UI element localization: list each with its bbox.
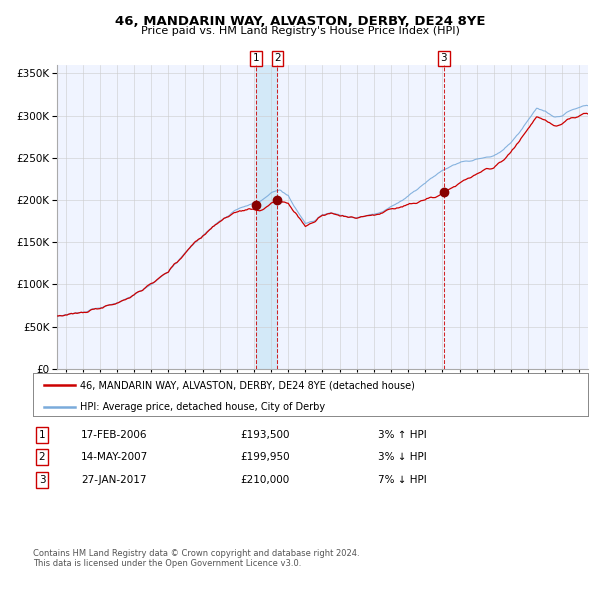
Text: 2: 2 <box>274 53 281 63</box>
Text: 3: 3 <box>38 475 46 484</box>
Text: HPI: Average price, detached house, City of Derby: HPI: Average price, detached house, City… <box>80 402 325 412</box>
Bar <box>256 65 277 369</box>
Text: £193,500: £193,500 <box>240 430 290 440</box>
Text: Contains HM Land Registry data © Crown copyright and database right 2024.: Contains HM Land Registry data © Crown c… <box>33 549 359 558</box>
Text: 3: 3 <box>440 53 447 63</box>
Text: £199,950: £199,950 <box>240 453 290 462</box>
Text: 2: 2 <box>38 453 46 462</box>
Text: 46, MANDARIN WAY, ALVASTON, DERBY, DE24 8YE (detached house): 46, MANDARIN WAY, ALVASTON, DERBY, DE24 … <box>80 381 415 391</box>
Text: Price paid vs. HM Land Registry's House Price Index (HPI): Price paid vs. HM Land Registry's House … <box>140 26 460 36</box>
Text: 7% ↓ HPI: 7% ↓ HPI <box>378 475 427 484</box>
Text: 14-MAY-2007: 14-MAY-2007 <box>81 453 148 462</box>
Text: This data is licensed under the Open Government Licence v3.0.: This data is licensed under the Open Gov… <box>33 559 301 568</box>
Text: 3% ↓ HPI: 3% ↓ HPI <box>378 453 427 462</box>
Text: 46, MANDARIN WAY, ALVASTON, DERBY, DE24 8YE: 46, MANDARIN WAY, ALVASTON, DERBY, DE24 … <box>115 15 485 28</box>
Text: £210,000: £210,000 <box>240 475 289 484</box>
Text: 17-FEB-2006: 17-FEB-2006 <box>81 430 148 440</box>
Text: 1: 1 <box>38 430 46 440</box>
Text: 3% ↑ HPI: 3% ↑ HPI <box>378 430 427 440</box>
Text: 27-JAN-2017: 27-JAN-2017 <box>81 475 146 484</box>
Text: 1: 1 <box>253 53 259 63</box>
